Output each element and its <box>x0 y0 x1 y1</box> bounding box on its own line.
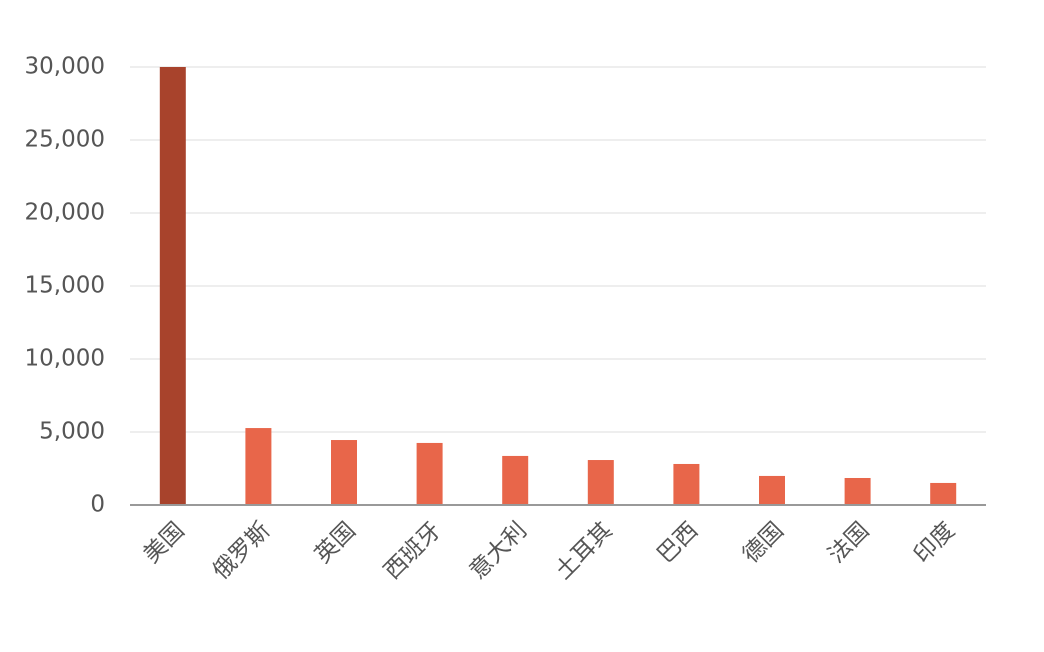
x-tick-label: 西班牙 <box>379 517 446 584</box>
y-tick-label: 15,000 <box>25 273 105 299</box>
bar <box>245 428 272 505</box>
y-tick-label: 30,000 <box>25 54 105 80</box>
x-tick-label: 巴西 <box>652 517 703 568</box>
y-tick-label: 20,000 <box>25 200 105 226</box>
bar <box>673 463 700 505</box>
bar <box>587 460 614 505</box>
y-tick-label: 5,000 <box>39 419 105 445</box>
y-tick-label: 0 <box>90 492 105 518</box>
x-tick-label: 法国 <box>824 517 875 568</box>
bar <box>930 482 957 505</box>
x-tick-label: 美国 <box>139 517 190 568</box>
y-tick-label: 10,000 <box>25 346 105 372</box>
x-tick-label: 俄罗斯 <box>208 517 275 584</box>
x-tick-label: 意大利 <box>465 517 532 584</box>
bar <box>844 477 871 505</box>
x-tick-label: 土耳其 <box>550 517 617 584</box>
y-tick-label: 25,000 <box>25 127 105 153</box>
bar <box>416 442 443 505</box>
x-tick-label: 英国 <box>310 517 361 568</box>
bar <box>331 440 357 505</box>
bar <box>502 455 529 505</box>
x-tick-label: 印度 <box>909 517 960 568</box>
bar <box>759 475 785 505</box>
bar <box>159 67 186 505</box>
x-tick-label: 德国 <box>738 517 789 568</box>
